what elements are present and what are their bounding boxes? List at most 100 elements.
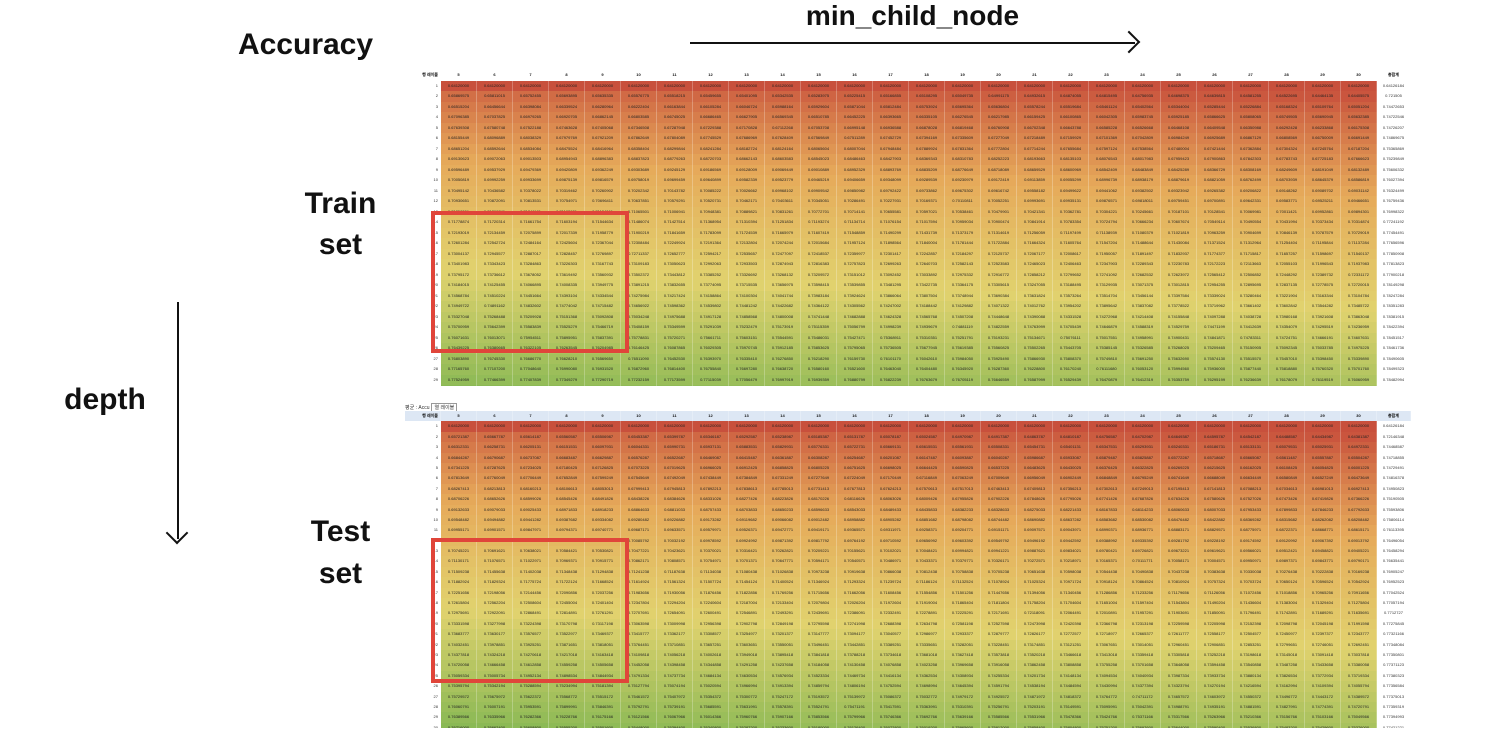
heatmap-cell: 0.71822856: [729, 587, 765, 599]
row-label: 24: [405, 660, 441, 671]
heatmap-cell: 0.67599249: [585, 473, 621, 484]
heatmap-cell: 0.65402564: [1125, 101, 1161, 112]
heatmap-cell: 0.66750009: [1305, 133, 1341, 144]
heatmap-cell: 0.68182724: [729, 143, 765, 154]
heatmap-cell: 0.76126400: [837, 722, 873, 728]
heatmap-cell: 0.72853251: [1233, 639, 1269, 650]
heatmap-cell: 0.68592644: [477, 143, 513, 154]
heatmap-cell: 0.70813531: [513, 196, 549, 207]
col-header: 29: [1305, 70, 1341, 81]
heatmap-cell: 0.64120000: [945, 421, 981, 432]
heatmap-cell: 0.66585228: [1089, 122, 1125, 133]
heatmap-cell: 0.75209465: [1197, 343, 1233, 354]
heatmap-cell: 0.73151012: [837, 269, 873, 280]
heatmap-cell: 0.75209928: [513, 311, 549, 322]
heatmap-cell: 0.66644425: [909, 462, 945, 474]
heatmap-cell: 0.74032451: [441, 639, 477, 650]
heatmap-cell: 0.70227931: [873, 196, 909, 207]
heatmap-cell: 0.68990371: [1089, 525, 1125, 536]
heatmap-cell: 0.72331172: [1341, 269, 1377, 280]
heatmap-cell: 0.67224049: [837, 473, 873, 484]
heatmap-cell: 0.68534084: [513, 143, 549, 154]
heatmap-cell: 0.65988164: [765, 101, 801, 112]
table-row: 27 0.75729572 0.75675972 0.75622372 0.755687…: [405, 691, 1411, 702]
row-label: 27: [405, 353, 441, 364]
heatmap-cell: 0.67116849: [909, 473, 945, 484]
heatmap-cell: 0.70370021: [693, 546, 729, 557]
heatmap-cell: 0.65131787: [837, 431, 873, 443]
heatmap-cell: 0.73630177: [477, 629, 513, 640]
heatmap-cell: 0.74270618: [513, 649, 549, 661]
heatmap-cell: 0.75525279: [549, 322, 585, 333]
heatmap-cell: 0.66526668: [1125, 122, 1161, 133]
heatmap-cell: 0.76042610: [909, 353, 945, 364]
table-row: 9 0.69132633 0.69079033 0.69025433 0.6897183…: [405, 504, 1411, 515]
table-row: 4 0.66844287 0.66790687 0.66737087 0.6668348…: [405, 452, 1411, 463]
test-pivot-title-text: 평균 : Accu: [405, 405, 430, 411]
heatmap-cell: 0.70701371: [729, 556, 765, 567]
heatmap-cell: 0.64120000: [549, 421, 585, 432]
heatmap-cell: 0.67101369: [1089, 133, 1125, 144]
heatmap-cell: 0.64120000: [1233, 421, 1269, 432]
heatmap-cell: 0.64120000: [621, 80, 657, 91]
heatmap-cell: 0.71490299: [873, 227, 909, 238]
heatmap-cell: 0.69656992: [909, 535, 945, 547]
heatmap-cell: 0.64702987: [1125, 431, 1161, 443]
heatmap-cell: 0.75032772: [909, 691, 945, 702]
heatmap-cell: 0.71488644: [1125, 238, 1161, 249]
row-label: 11: [405, 185, 441, 196]
heatmap-cell: 0.67545649: [621, 473, 657, 484]
heatmap-cell: 0.65937131: [693, 442, 729, 453]
heatmap-cell: 0.69740771: [585, 525, 621, 536]
heatmap-cell: 0.71080379: [1125, 227, 1161, 238]
heatmap-cell: 0.74720791: [1341, 701, 1377, 713]
heatmap-cell: 0.67655684: [1053, 143, 1089, 154]
heatmap-cell: 0.73560932: [585, 269, 621, 280]
col-header: 25: [1161, 70, 1197, 81]
heatmap-cell: 0.76218290: [801, 353, 837, 364]
heatmap-cell: 0.74125455: [477, 280, 513, 291]
heatmap-cell: 0.77115039: [693, 374, 729, 385]
heatmap-cell: 0.67287625: [477, 462, 513, 474]
heatmap-cell: 0.74539802: [693, 301, 729, 312]
row-total: 0.74816378: [1377, 473, 1411, 484]
heatmap-cell: 0.67570613: [909, 483, 945, 495]
row-total: 0.76324499: [1377, 185, 1411, 196]
heatmap-cell: 0.66054825: [1305, 462, 1341, 474]
heatmap-cell: 0.76393970: [693, 353, 729, 364]
heatmap-cell: 0.75751200: [1089, 722, 1125, 728]
heatmap-cell: 0.69843771: [1305, 556, 1341, 567]
col-header: 5: [441, 70, 477, 81]
heatmap-cell: 0.72562204: [477, 598, 513, 609]
heatmap-cell: 0.70862171: [621, 556, 657, 567]
heatmap-cell: 0.72133404: [765, 598, 801, 609]
heatmap-cell: 0.69043971: [1053, 525, 1089, 536]
heatmap-cell: 0.65508331: [981, 442, 1017, 453]
heatmap-cell: 0.69548482: [441, 514, 477, 526]
heatmap-cell: 0.75760320: [1305, 364, 1341, 375]
row-label: 26: [405, 343, 441, 354]
heatmap-cell: 0.68060633: [1161, 504, 1197, 515]
heatmap-cell: 0.76389566: [441, 712, 477, 723]
heatmap-cell: 0.69013792: [1341, 535, 1377, 547]
heatmap-cell: 0.64381387: [1341, 431, 1377, 443]
heatmap-cell: 0.76060959: [1341, 374, 1377, 385]
heatmap-cell: 0.76380665: [477, 343, 513, 354]
heatmap-cell: 0.70549114: [1197, 217, 1233, 228]
table-row: 10 0.70050819 0.69992259 0.69933699 0.698751…: [405, 175, 1411, 186]
heatmap-cell: 0.70544438: [1089, 566, 1125, 578]
heatmap-cell: 0.73514704: [1089, 290, 1125, 301]
heatmap-cell: 0.70085222: [693, 185, 729, 196]
heatmap-cell: 0.74705439: [1053, 322, 1089, 333]
table-row: 19 0.72975691 0.72922091 0.72868491 0.728148…: [405, 608, 1411, 619]
row-label: 8: [405, 494, 441, 505]
heatmap-cell: 0.69186569: [693, 164, 729, 175]
heatmap-cell: 0.69010889: [801, 164, 837, 175]
row-label: 22: [405, 639, 441, 650]
heatmap-cell: 0.69151171: [981, 525, 1017, 536]
heatmap-cell: 0.71182621: [549, 206, 585, 217]
row-total: 0.721505: [1377, 91, 1411, 102]
heatmap-cell: 0.67088213: [1233, 483, 1269, 495]
heatmap-cell: 0.72711337: [621, 248, 657, 259]
heatmap-cell: 0.68221433: [1053, 504, 1089, 515]
